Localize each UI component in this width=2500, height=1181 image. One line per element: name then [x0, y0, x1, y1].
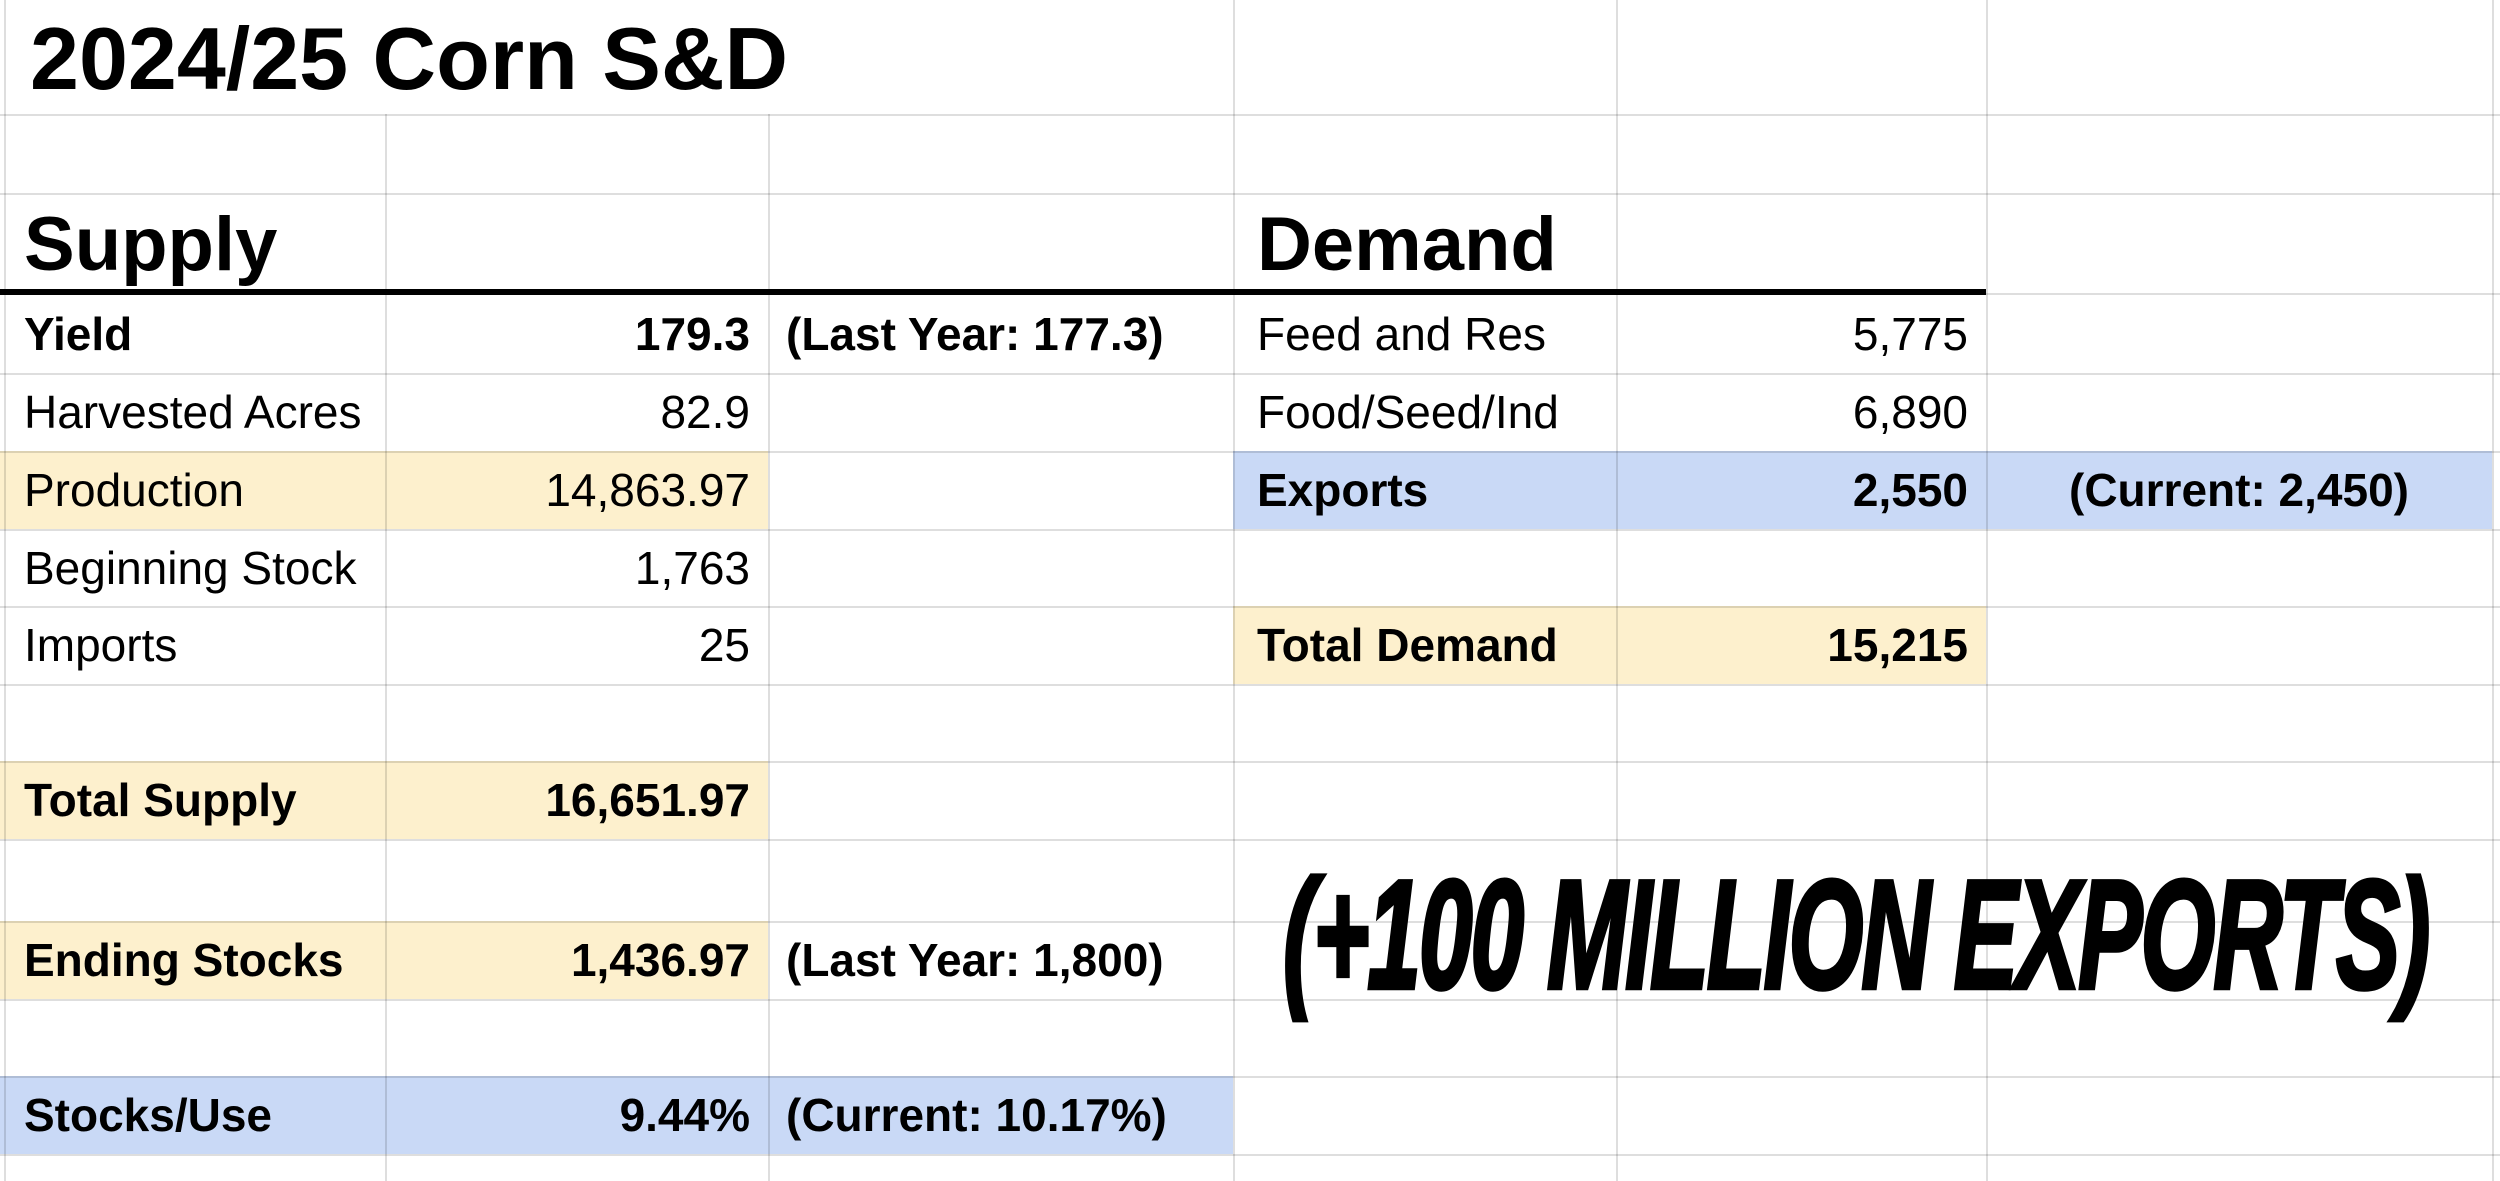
supply-header[interactable]: Supply	[24, 202, 278, 287]
gridline	[2492, 0, 2494, 1181]
cell-food-seed-ind-value[interactable]: 6,890	[1852, 386, 1968, 438]
cell-beginning-stock-label[interactable]: Beginning Stock	[24, 542, 357, 594]
cell-exports-note[interactable]: (Current: 2,450)	[2069, 464, 2409, 516]
cell-production-value[interactable]: 14,863.97	[545, 464, 750, 516]
gridline	[1986, 293, 2500, 295]
cell-harvested-acres-value[interactable]: 82.9	[660, 386, 750, 438]
cell-exports-label[interactable]: Exports	[1257, 464, 1429, 516]
sheet-title[interactable]: 2024/25 Corn S&D	[30, 9, 789, 108]
cell-production-label[interactable]: Production	[24, 464, 244, 516]
gridline	[385, 114, 387, 1181]
exports-annotation: (+100 MILLION EXPORTS)	[1282, 846, 2432, 1024]
cell-ending-stocks-value[interactable]: 1,436.97	[570, 934, 750, 986]
ending-stocks-highlight	[0, 921, 768, 999]
cell-beginning-stock-value[interactable]: 1,763	[634, 542, 750, 594]
cell-yield-note[interactable]: (Last Year: 177.3)	[786, 308, 1164, 360]
gridline	[1986, 0, 1988, 1181]
production-highlight	[0, 451, 768, 529]
cell-imports-value[interactable]: 25	[698, 619, 750, 671]
gridline	[0, 373, 2500, 375]
cell-total-supply-value[interactable]: 16,651.97	[545, 774, 750, 826]
cell-food-seed-ind-label[interactable]: Food/Seed/Ind	[1257, 386, 1559, 438]
header-underline	[0, 289, 1986, 295]
cell-exports-value[interactable]: 2,550	[1852, 464, 1968, 516]
gridline	[0, 761, 2500, 763]
cell-total-demand-value[interactable]: 15,215	[1827, 619, 1968, 671]
gridline	[0, 529, 2500, 531]
gridline	[0, 1154, 2500, 1156]
cell-yield-label[interactable]: Yield	[24, 308, 133, 360]
gridline	[0, 921, 2500, 923]
stocks-use-highlight	[0, 1076, 1233, 1154]
cell-feed-and-res-label[interactable]: Feed and Res	[1257, 308, 1546, 360]
cell-ending-stocks-note[interactable]: (Last Year: 1,800)	[786, 934, 1164, 986]
gridline	[768, 114, 770, 1181]
gridline	[0, 999, 2500, 1001]
demand-header[interactable]: Demand	[1257, 202, 1557, 287]
cell-stocks-use-label[interactable]: Stocks/Use	[24, 1089, 273, 1141]
gridline	[0, 1076, 2500, 1078]
cell-ending-stocks-label[interactable]: Ending Stocks	[24, 934, 344, 986]
gridline	[0, 114, 2500, 116]
cell-imports-label[interactable]: Imports	[24, 619, 178, 671]
gridline	[4, 0, 6, 1181]
total-supply-highlight	[0, 761, 768, 839]
cell-feed-and-res-value[interactable]: 5,775	[1852, 308, 1968, 360]
gridline	[0, 451, 2500, 453]
cell-stocks-use-note[interactable]: (Current: 10.17%)	[786, 1089, 1167, 1141]
gridline	[1616, 0, 1618, 1181]
cell-total-supply-label[interactable]: Total Supply	[24, 774, 297, 826]
cell-stocks-use-value[interactable]: 9.44%	[619, 1089, 750, 1141]
cell-yield-value[interactable]: 179.3	[634, 308, 750, 360]
gridline	[0, 684, 2500, 686]
gridline	[0, 193, 2500, 195]
gridline	[0, 606, 2500, 608]
gridline	[0, 839, 2500, 841]
cell-harvested-acres-label[interactable]: Harvested Acres	[24, 386, 362, 438]
total-demand-highlight	[1233, 606, 1986, 684]
exports-highlight	[1233, 451, 2492, 529]
gridline	[1233, 0, 1235, 1181]
cell-total-demand-label[interactable]: Total Demand	[1257, 619, 1558, 671]
